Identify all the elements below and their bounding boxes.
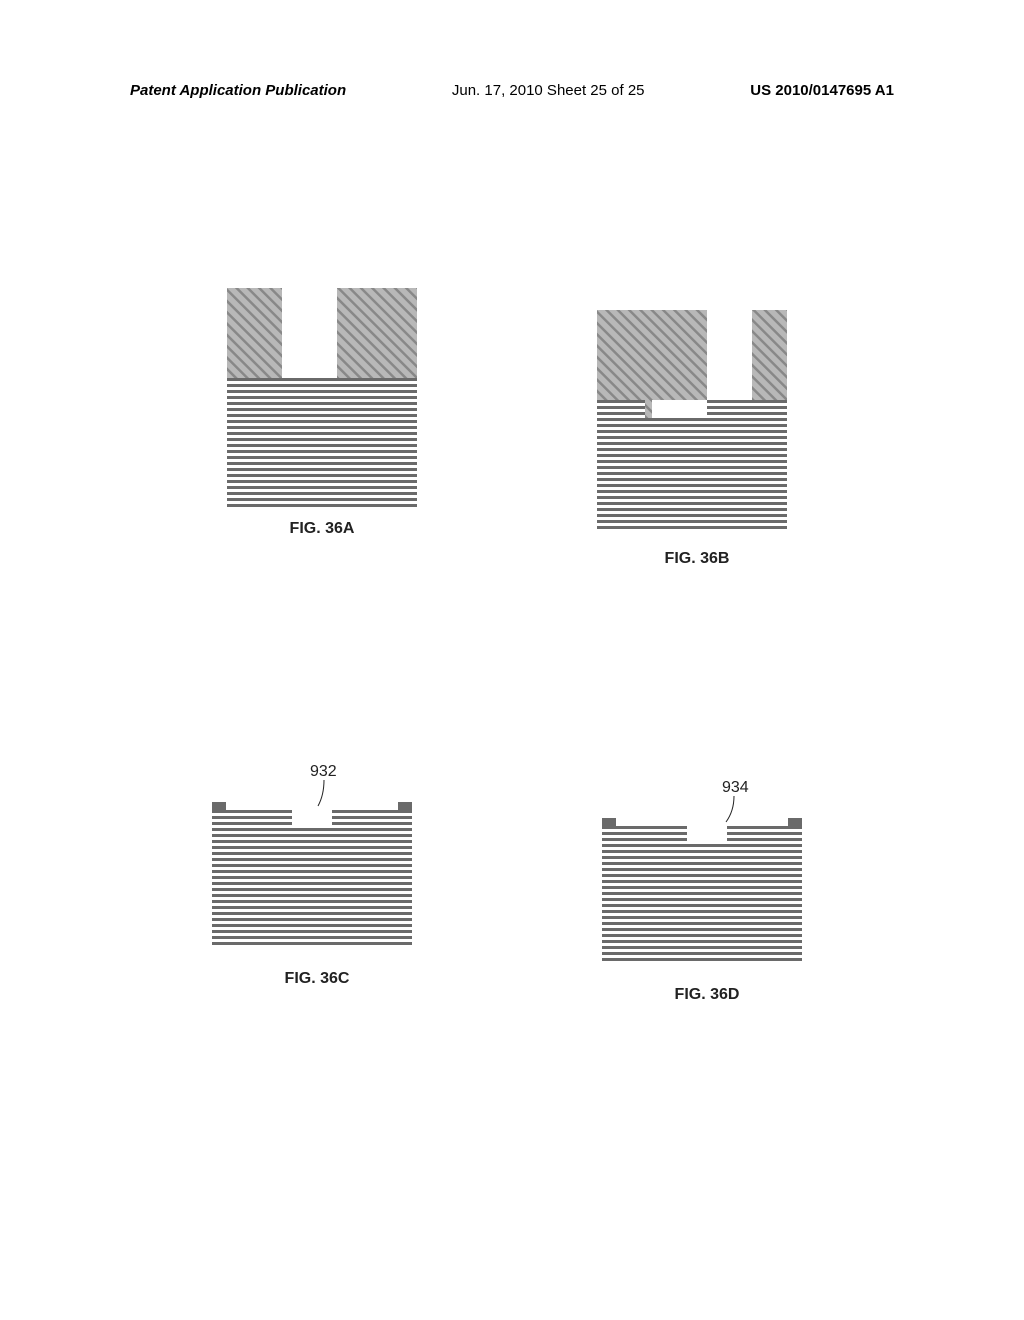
figure-36a-caption: FIG. 36A xyxy=(290,520,355,538)
leader-line-icon xyxy=(726,796,734,822)
figure-36a-diagram xyxy=(227,288,417,510)
header-right: US 2010/0147695 A1 xyxy=(750,82,894,99)
figure-36a: FIG. 36A xyxy=(227,288,417,568)
figure-36d: 934 xyxy=(602,776,812,1004)
figure-36b-caption: FIG. 36B xyxy=(665,550,730,568)
figure-row-1: FIG. 36A xyxy=(0,288,1024,568)
figure-36d-caption: FIG. 36D xyxy=(675,986,740,1004)
leader-line-icon xyxy=(318,780,324,806)
figure-36b: FIG. 36B xyxy=(597,310,797,568)
figure-36b-diagram xyxy=(597,310,797,540)
figure-row-2: 932 xyxy=(0,760,1024,1004)
figure-36c-callout-text: 932 xyxy=(310,763,337,780)
header-left: Patent Application Publication xyxy=(130,82,346,99)
figure-36d-callout-text: 934 xyxy=(722,779,749,796)
figure-36c-caption: FIG. 36C xyxy=(285,970,350,988)
header-center: Jun. 17, 2010 Sheet 25 of 25 xyxy=(452,82,645,99)
figure-36c: 932 xyxy=(212,760,422,1004)
figure-36c-diagram: 932 xyxy=(212,760,422,960)
page-header: Patent Application Publication Jun. 17, … xyxy=(0,82,1024,99)
figure-36d-diagram: 934 xyxy=(602,776,812,976)
